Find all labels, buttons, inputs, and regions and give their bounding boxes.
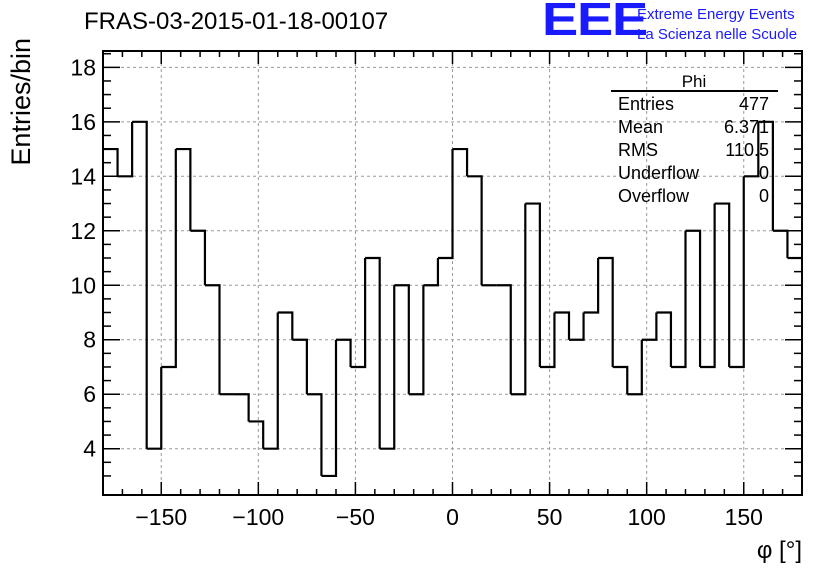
histogram-bin <box>423 258 440 287</box>
tick-labels: −150 −100 −50 0 50 100 150 4 6 8 10 12 14 16 18 <box>70 54 763 530</box>
y-tick-label: 4 <box>83 436 96 462</box>
histogram-bin <box>408 285 425 396</box>
y-tick-label: 6 <box>83 381 96 407</box>
histogram-bin <box>394 284 410 395</box>
histogram-bin <box>365 256 381 449</box>
x-tick-label: 100 <box>627 504 665 530</box>
histogram-bin <box>263 312 279 450</box>
histogram-bin <box>175 147 192 231</box>
histogram-bin <box>627 339 643 396</box>
histogram-bin <box>248 420 265 449</box>
chart-title: FRAS-03-2015-01-18-00107 <box>84 8 389 35</box>
histogram-bin <box>452 147 469 177</box>
histogram-bin <box>539 312 556 369</box>
histogram-bin <box>685 229 702 367</box>
y-tick-label: 14 <box>70 163 96 189</box>
histogram-bin <box>656 311 673 367</box>
histogram-bin <box>161 149 177 369</box>
histogram-bin <box>292 338 308 395</box>
histogram-bin <box>336 338 352 367</box>
logo-text-line2: La Scienza nelle Scuole <box>637 26 798 43</box>
histogram-bin <box>569 312 585 341</box>
stats-row-label: Entries <box>618 94 674 114</box>
histogram-bin <box>700 203 716 369</box>
stats-row-value: 0 <box>759 186 769 206</box>
x-tick-label: 0 <box>446 504 459 530</box>
histogram-bin <box>496 284 512 395</box>
grid-lines <box>103 51 802 495</box>
stats-rows: Entries 477 Mean 6.371 RMS 110.5 Underflow 0 Ove… <box>618 94 769 206</box>
histogram-bin <box>510 203 527 396</box>
histogram-bin <box>772 229 789 259</box>
x-tick-label: 150 <box>725 504 763 530</box>
histogram-bin <box>190 229 207 286</box>
histogram-bin <box>758 120 774 231</box>
histogram-bin <box>204 284 221 395</box>
y-axis-label: Entries/bin <box>6 38 36 166</box>
histogram-bin <box>277 311 294 340</box>
x-tick-label: 50 <box>537 504 563 530</box>
histogram-bin <box>350 258 367 369</box>
histogram-bin <box>132 120 148 449</box>
x-tick-label: −150 <box>135 504 187 530</box>
histogram-bin <box>525 202 541 367</box>
histogram-bin <box>306 393 323 476</box>
stats-box: Phi Entries 477 Mean 6.371 RMS 110.5 Underflow… <box>611 72 778 206</box>
y-tick-label: 10 <box>70 272 96 298</box>
stats-row-value: 6.371 <box>724 117 769 137</box>
histogram-bin <box>117 121 134 178</box>
histogram-bin <box>641 312 658 341</box>
histogram-bin <box>670 230 687 369</box>
histogram-bin <box>612 365 629 395</box>
x-tick-label: −50 <box>336 504 375 530</box>
y-tick-label: 12 <box>70 218 96 244</box>
histogram-bin <box>234 393 250 422</box>
stats-row-value: 477 <box>739 94 769 114</box>
histogram-bin <box>321 339 338 478</box>
histogram-bin <box>437 149 454 260</box>
y-tick-label: 16 <box>70 109 96 135</box>
y-tick-label: 18 <box>70 54 96 80</box>
histogram-bin <box>583 258 600 314</box>
x-axis-label: φ [°] <box>757 537 802 564</box>
histogram-bin <box>743 121 760 178</box>
stats-row-value: 0 <box>759 163 769 183</box>
histogram-bin <box>729 176 745 369</box>
histogram-bars <box>103 120 802 478</box>
logo-text-line1: Extreme Energy Events <box>637 6 795 23</box>
stats-row-label: Underflow <box>618 163 700 183</box>
histogram-bin <box>146 366 163 450</box>
histogram-bin <box>598 256 614 367</box>
stats-row-label: RMS <box>618 140 658 160</box>
histogram-bin <box>554 311 571 340</box>
stats-title: Phi <box>682 72 707 91</box>
axes <box>102 50 803 496</box>
stats-row-label: Mean <box>618 117 663 137</box>
histogram-bin <box>714 202 731 367</box>
histogram-bin <box>379 285 396 450</box>
y-tick-label: 8 <box>83 327 96 353</box>
eee-logo: EEE <box>542 0 648 45</box>
x-tick-label: −100 <box>232 504 284 530</box>
stats-row-value: 110.5 <box>725 140 769 160</box>
stats-row-label: Overflow <box>618 186 690 206</box>
histogram-bin <box>467 175 483 286</box>
